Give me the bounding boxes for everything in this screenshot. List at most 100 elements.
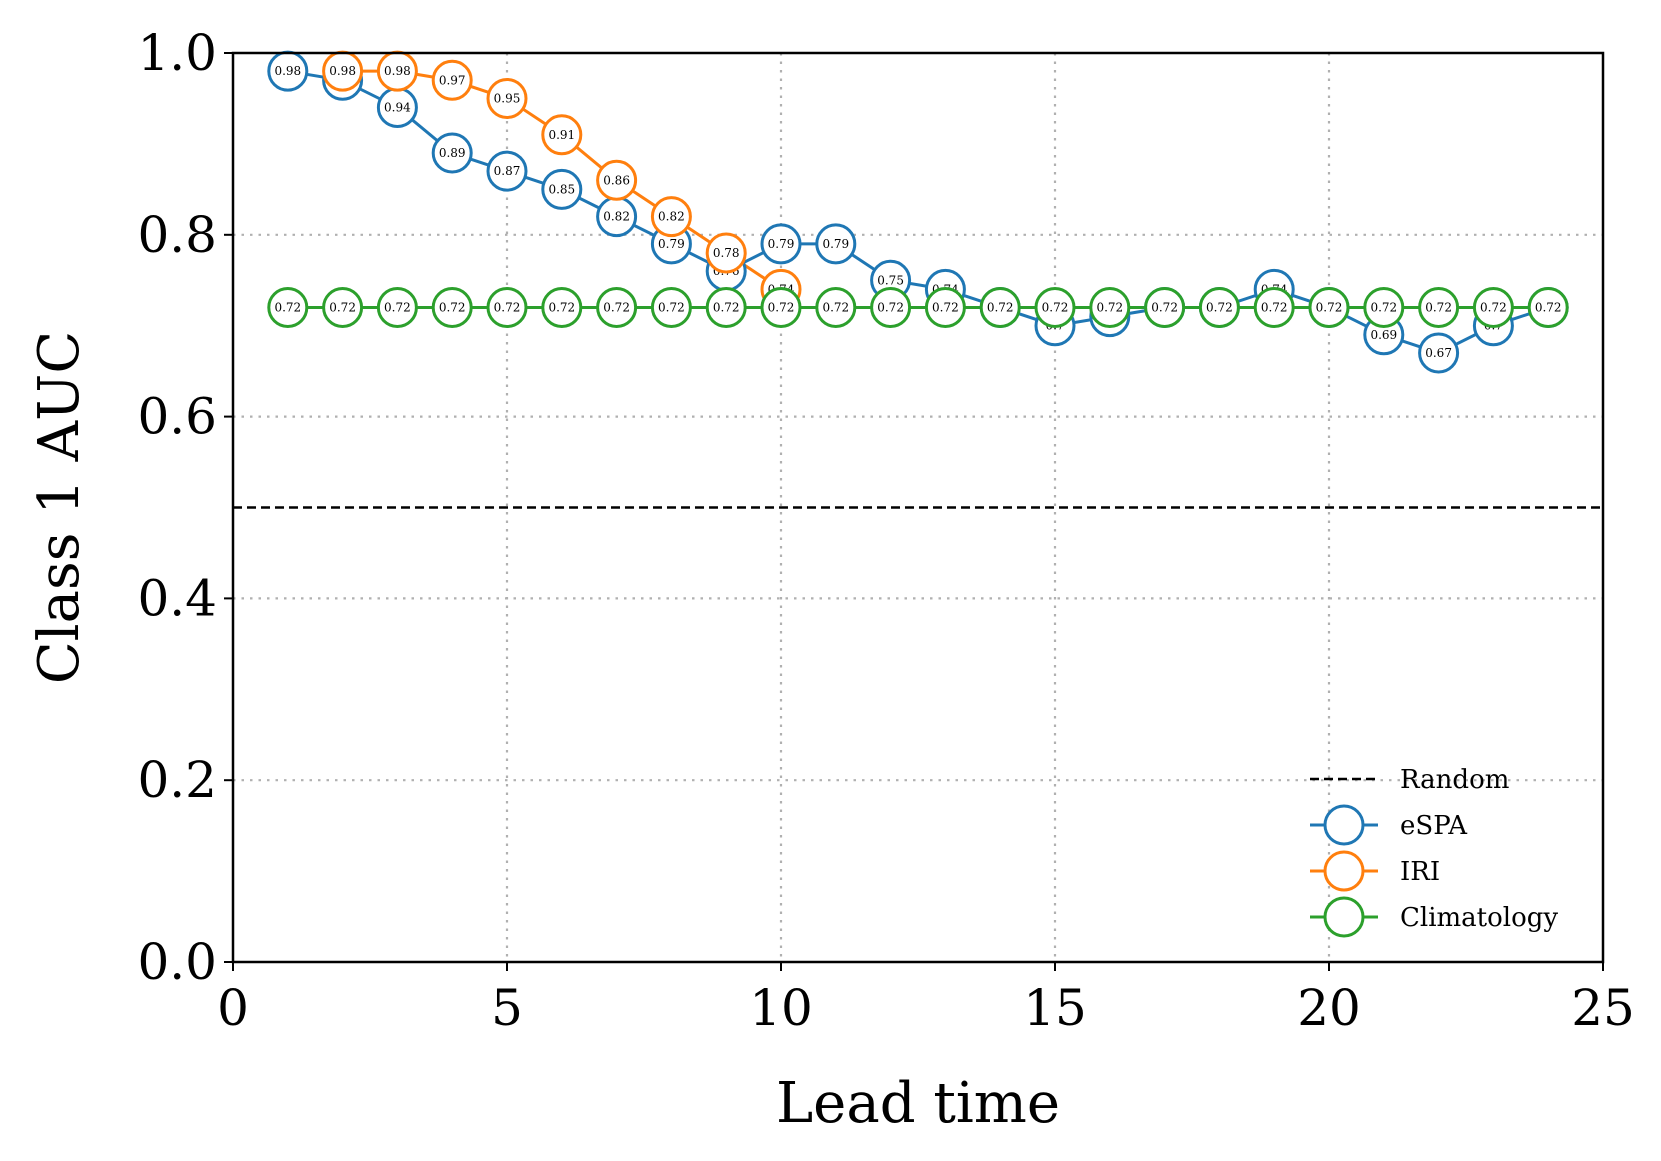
climatology-point-label: 0.72: [658, 301, 685, 315]
climatology-point-label: 0.72: [1042, 301, 1069, 315]
climatology-point-label: 0.72: [768, 301, 795, 315]
x-tick-label: 10: [749, 979, 813, 1037]
climatology-marker: [541, 287, 583, 329]
espa-point-label: 0.69: [1370, 328, 1397, 342]
legend-label-random: Random: [1400, 765, 1509, 795]
iri-marker: [596, 159, 638, 201]
climatology-marker: [1198, 287, 1240, 329]
climatology-marker: [486, 287, 528, 329]
iri-point-label: 0.95: [494, 91, 521, 105]
climatology-marker: [1253, 287, 1295, 329]
y-tick-label: 0.2: [137, 751, 217, 809]
iri-point-label: 0.91: [548, 128, 575, 142]
climatology-marker: [1034, 287, 1076, 329]
climatology-marker: [431, 287, 473, 329]
legend: Random eSPA IRI Climatology: [1310, 765, 1558, 938]
x-tick-label: 0: [217, 979, 249, 1037]
climatology-marker: [870, 287, 912, 329]
climatology-point-label: 0.72: [439, 301, 466, 315]
climatology-point-label: 0.72: [1480, 301, 1507, 315]
x-tick-label: 25: [1571, 979, 1635, 1037]
iri-point-label: 0.98: [384, 64, 411, 78]
espa-point-label: 0.82: [603, 210, 630, 224]
y-axis-label: Class 1 AUC: [27, 331, 92, 684]
iri-marker: [431, 59, 473, 101]
climatology-point-label: 0.72: [1316, 301, 1343, 315]
legend-label-iri: IRI: [1400, 857, 1440, 887]
x-axis-label: Lead time: [776, 1071, 1060, 1136]
climatology-marker: [376, 287, 418, 329]
series-lines: [287, 69, 1549, 355]
climatology-marker: [924, 287, 966, 329]
climatology-marker: [1418, 287, 1460, 329]
espa-point-label: 0.89: [439, 146, 466, 160]
y-tick-label: 0.0: [137, 933, 217, 991]
espa-marker: [541, 168, 583, 210]
espa-point-label: 0.67: [1425, 346, 1452, 360]
iri-marker: [541, 114, 583, 156]
iri-marker: [705, 232, 747, 274]
climatology-point-label: 0.72: [1151, 301, 1178, 315]
climatology-marker: [760, 287, 802, 329]
espa-point-label: 0.79: [768, 237, 795, 251]
espa-marker: [815, 223, 857, 265]
espa-point-label: 0.85: [548, 182, 575, 196]
legend-climatology-swatch-marker: [1323, 896, 1365, 938]
y-tick-label: 0.4: [137, 569, 217, 627]
climatology-point-label: 0.72: [494, 301, 521, 315]
y-tick-label: 0.6: [137, 388, 217, 446]
iri-point-label: 0.98: [329, 64, 356, 78]
climatology-point-label: 0.72: [274, 301, 301, 315]
climatology-marker: [705, 287, 747, 329]
climatology-point-label: 0.72: [384, 301, 411, 315]
climatology-marker: [1527, 287, 1569, 329]
climatology-marker: [979, 287, 1021, 329]
climatology-point-label: 0.72: [877, 301, 904, 315]
climatology-marker: [650, 287, 692, 329]
climatology-point-label: 0.72: [603, 301, 630, 315]
climatology-point-label: 0.72: [1096, 301, 1123, 315]
climatology-marker: [1308, 287, 1350, 329]
legend-label-climatology: Climatology: [1400, 903, 1558, 933]
x-tick-label: 20: [1297, 979, 1361, 1037]
y-tick-label: 0.8: [137, 206, 217, 264]
climatology-point-label: 0.72: [329, 301, 356, 315]
plot-frame: [231, 51, 1605, 964]
series-markers: 0.980.970.940.890.870.850.820.790.760.79…: [267, 50, 1569, 374]
iri-marker: [486, 77, 528, 119]
climatology-point-label: 0.72: [987, 301, 1014, 315]
climatology-point-label: 0.72: [1370, 301, 1397, 315]
espa-marker: [486, 150, 528, 192]
climatology-marker: [1363, 287, 1405, 329]
x-tick-label: 15: [1023, 979, 1087, 1037]
espa-point-label: 0.98: [274, 64, 301, 78]
climatology-marker: [1089, 287, 1131, 329]
espa-point-label: 0.79: [822, 237, 849, 251]
climatology-point-label: 0.72: [932, 301, 959, 315]
climatology-point-label: 0.72: [713, 301, 740, 315]
espa-point-label: 0.94: [384, 101, 411, 115]
climatology-point-label: 0.72: [548, 301, 575, 315]
iri-point-label: 0.82: [658, 210, 685, 224]
espa-marker: [431, 132, 473, 174]
climatology-point-label: 0.72: [1261, 301, 1288, 315]
espa-line: [287, 69, 1549, 355]
iri-point-label: 0.97: [439, 73, 466, 87]
axes: 0 5 10 15 20 25 0.0 0.2 0.4 0.6 0.8 1.0 Lead time Cla…: [27, 24, 1635, 1136]
climatology-point-label: 0.72: [1206, 301, 1233, 315]
climatology-marker: [1472, 287, 1514, 329]
x-tick-label: 5: [491, 979, 523, 1037]
climatology-marker: [815, 287, 857, 329]
iri-point-label: 0.86: [603, 173, 630, 187]
grid: [233, 53, 1603, 962]
climatology-point-label: 0.72: [822, 301, 849, 315]
legend-label-espa: eSPA: [1400, 811, 1468, 841]
y-tick-label: 1.0: [137, 24, 217, 82]
espa-marker: [1418, 332, 1460, 374]
climatology-point-label: 0.72: [1535, 301, 1562, 315]
climatology-marker: [1144, 287, 1186, 329]
legend-espa-swatch-marker: [1323, 804, 1365, 846]
espa-marker: [760, 223, 802, 265]
espa-point-label: 0.87: [494, 164, 521, 178]
